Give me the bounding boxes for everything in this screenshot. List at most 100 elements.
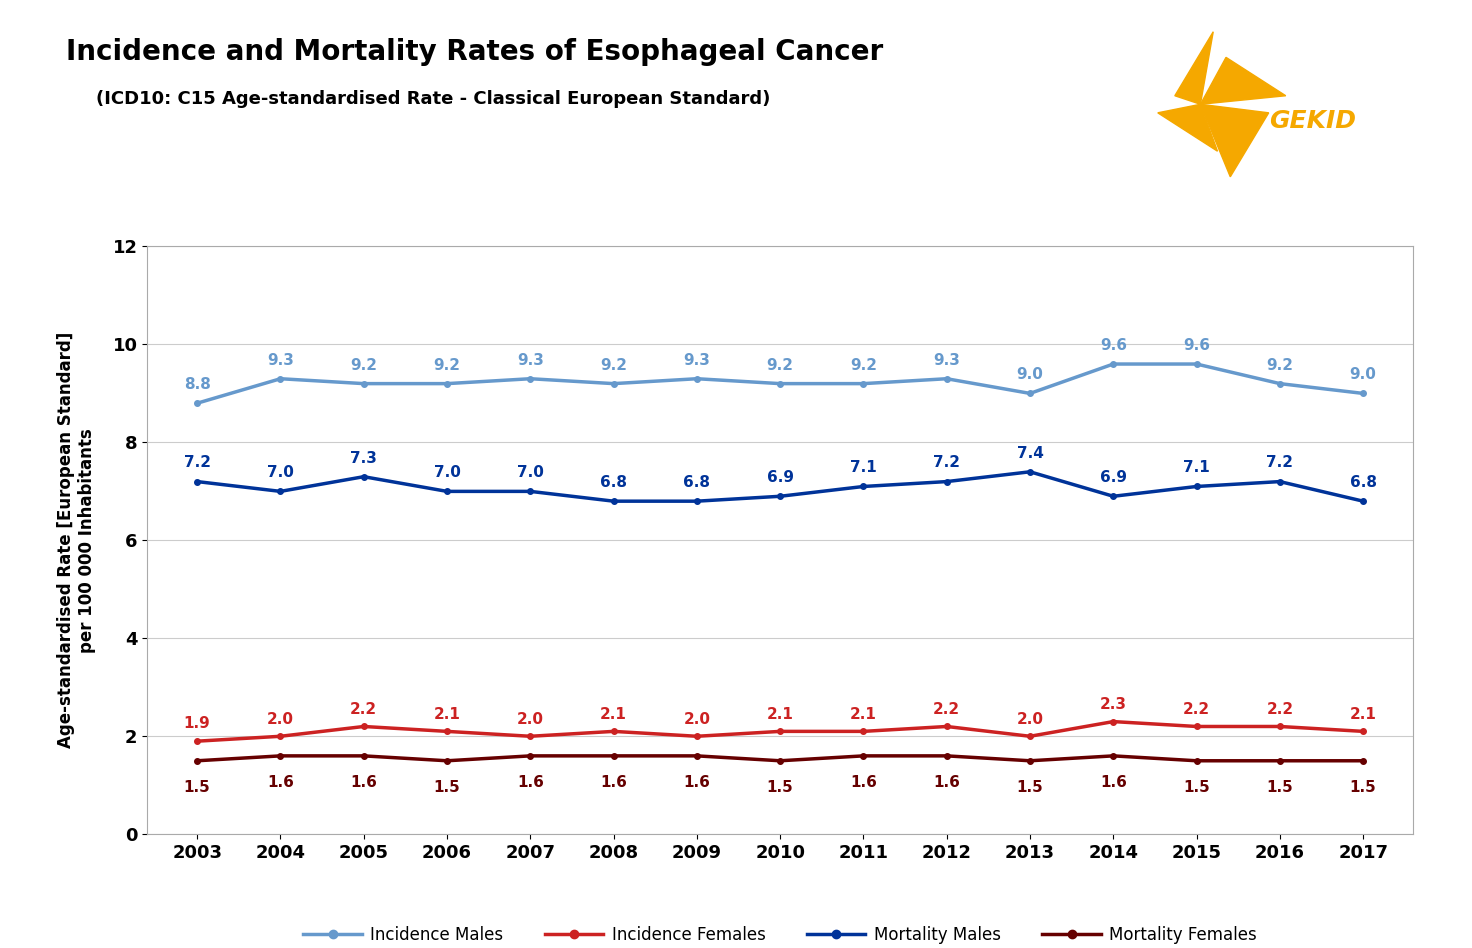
Text: 6.9: 6.9 — [767, 470, 793, 485]
Mortality Males — [605, 496, 623, 507]
Mortality Females — [605, 750, 623, 761]
Text: 7.2: 7.2 — [1266, 455, 1294, 470]
Line: Mortality Females: Mortality Females — [194, 753, 1366, 763]
Mortality Males — [272, 485, 290, 497]
Mortality Males — [938, 476, 955, 487]
Incidence Males — [1022, 388, 1039, 399]
Text: 1.5: 1.5 — [1183, 780, 1210, 795]
Mortality Females — [439, 755, 456, 766]
Text: 2.1: 2.1 — [1350, 706, 1376, 721]
Mortality Females — [771, 755, 789, 766]
Mortality Females — [1188, 755, 1206, 766]
Text: 2.0: 2.0 — [266, 712, 294, 726]
Incidence Females — [188, 736, 206, 747]
Text: GEKID: GEKID — [1269, 109, 1356, 134]
Text: 9.2: 9.2 — [350, 357, 377, 373]
Incidence Females — [687, 731, 705, 742]
Polygon shape — [1158, 104, 1217, 151]
Incidence Males — [1354, 388, 1372, 399]
Text: 1.5: 1.5 — [1350, 780, 1376, 795]
Text: 9.3: 9.3 — [683, 353, 711, 368]
Text: 9.0: 9.0 — [1350, 367, 1376, 382]
Text: 1.6: 1.6 — [1100, 775, 1126, 791]
Mortality Females — [855, 750, 873, 761]
Text: 1.5: 1.5 — [1266, 780, 1294, 795]
Incidence Males — [1188, 358, 1206, 370]
Line: Mortality Males: Mortality Males — [194, 469, 1366, 504]
Incidence Females — [355, 720, 372, 732]
Incidence Males — [521, 374, 539, 385]
Incidence Males — [355, 378, 372, 390]
Mortality Males — [1188, 481, 1206, 492]
Text: 9.2: 9.2 — [1266, 357, 1294, 373]
Text: 9.3: 9.3 — [266, 353, 294, 368]
Text: 7.0: 7.0 — [434, 465, 461, 481]
Text: 1.5: 1.5 — [184, 780, 210, 795]
Text: 7.2: 7.2 — [184, 455, 210, 470]
Text: 1.6: 1.6 — [683, 775, 711, 791]
Text: 6.8: 6.8 — [683, 475, 711, 490]
Incidence Females — [938, 720, 955, 732]
Incidence Females — [1188, 720, 1206, 732]
Text: 7.2: 7.2 — [933, 455, 960, 470]
Incidence Females — [855, 726, 873, 738]
Text: 9.2: 9.2 — [767, 357, 793, 373]
Incidence Males — [272, 374, 290, 385]
Mortality Females — [355, 750, 372, 761]
Text: 9.2: 9.2 — [601, 357, 627, 373]
Text: 7.0: 7.0 — [517, 465, 543, 481]
Polygon shape — [1175, 32, 1213, 104]
Line: Incidence Males: Incidence Males — [194, 361, 1366, 406]
Incidence Males — [188, 397, 206, 409]
Mortality Females — [1354, 755, 1372, 766]
Text: 1.6: 1.6 — [601, 775, 627, 791]
Text: 1.6: 1.6 — [266, 775, 294, 791]
Mortality Females — [521, 750, 539, 761]
Polygon shape — [1201, 58, 1285, 104]
Text: 6.8: 6.8 — [1350, 475, 1376, 490]
Mortality Males — [1354, 496, 1372, 507]
Text: 2.2: 2.2 — [933, 702, 960, 717]
Mortality Females — [687, 750, 705, 761]
Text: 6.8: 6.8 — [601, 475, 627, 490]
Text: 2.1: 2.1 — [767, 706, 793, 721]
Incidence Females — [439, 726, 456, 738]
Text: 9.6: 9.6 — [1100, 337, 1126, 353]
Incidence Males — [1270, 378, 1288, 390]
Mortality Females — [1022, 755, 1039, 766]
Text: Incidence and Mortality Rates of Esophageal Cancer: Incidence and Mortality Rates of Esophag… — [66, 38, 883, 66]
Incidence Females — [605, 726, 623, 738]
Incidence Males — [439, 378, 456, 390]
Text: 1.6: 1.6 — [849, 775, 877, 791]
Incidence Females — [1022, 731, 1039, 742]
Line: Incidence Females: Incidence Females — [194, 719, 1366, 744]
Text: 1.5: 1.5 — [767, 780, 793, 795]
Text: 2.2: 2.2 — [1183, 702, 1210, 717]
Mortality Males — [521, 485, 539, 497]
Text: 2.3: 2.3 — [1100, 697, 1126, 712]
Incidence Males — [855, 378, 873, 390]
Incidence Males — [938, 374, 955, 385]
Mortality Males — [855, 481, 873, 492]
Text: 2.2: 2.2 — [350, 702, 377, 717]
Incidence Females — [1270, 720, 1288, 732]
Mortality Males — [188, 476, 206, 487]
Incidence Females — [272, 731, 290, 742]
Y-axis label: Age-standardised Rate [European Standard]
per 100 000 Inhabitants: Age-standardised Rate [European Standard… — [57, 332, 96, 749]
Incidence Males — [1104, 358, 1122, 370]
Text: 2.1: 2.1 — [849, 706, 877, 721]
Text: 1.6: 1.6 — [517, 775, 543, 791]
Text: 1.9: 1.9 — [184, 717, 210, 732]
Incidence Females — [521, 731, 539, 742]
Mortality Males — [1022, 466, 1039, 478]
Incidence Females — [1354, 726, 1372, 738]
Text: 8.8: 8.8 — [184, 377, 210, 392]
Text: (ICD10: C15 Age-standardised Rate - Classical European Standard): (ICD10: C15 Age-standardised Rate - Clas… — [96, 90, 770, 108]
Text: 6.9: 6.9 — [1100, 470, 1126, 485]
Text: 1.5: 1.5 — [434, 780, 461, 795]
Text: 1.6: 1.6 — [350, 775, 377, 791]
Text: 7.0: 7.0 — [266, 465, 294, 481]
Text: 2.1: 2.1 — [601, 706, 627, 721]
Incidence Females — [1104, 716, 1122, 727]
Text: 9.3: 9.3 — [933, 353, 960, 368]
